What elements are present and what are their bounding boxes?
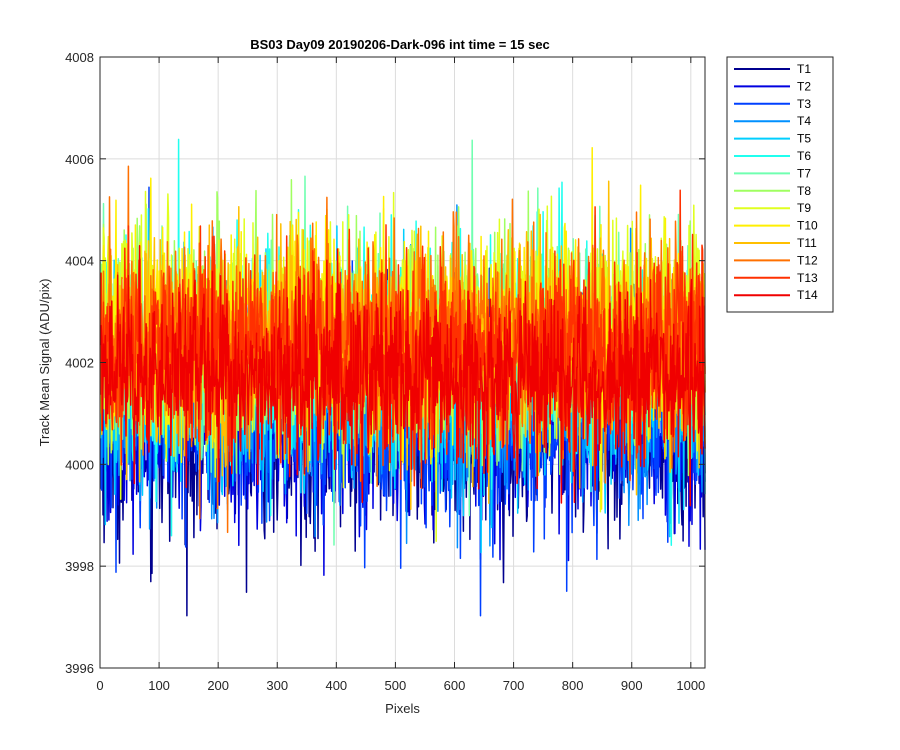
legend-label-t6: T6 bbox=[797, 149, 811, 163]
legend-label-t12: T12 bbox=[797, 253, 818, 267]
y-tick-label: 3998 bbox=[65, 559, 94, 574]
series-line-t14 bbox=[99, 244, 706, 507]
plot-area: 0 100 200 300 400 500 600 700 800 900 1000 3996 3998… bbox=[65, 50, 706, 693]
x-tick-label: 700 bbox=[503, 678, 525, 693]
legend-label-t13: T13 bbox=[797, 271, 818, 285]
x-tick-label: 900 bbox=[621, 678, 643, 693]
y-tick-label: 3996 bbox=[65, 661, 94, 676]
legend-label-t14: T14 bbox=[797, 288, 818, 302]
x-tick-label: 400 bbox=[325, 678, 347, 693]
axis-ticks: 0 100 200 300 400 500 600 700 800 900 1000 3996 3998… bbox=[65, 50, 705, 693]
x-tick-label: 200 bbox=[207, 678, 229, 693]
legend-label-t2: T2 bbox=[797, 79, 811, 93]
chart-title: BS03 Day09 20190206-Dark-096 int time = … bbox=[250, 37, 550, 52]
x-tick-label: 1000 bbox=[676, 678, 705, 693]
legend-label-t1: T1 bbox=[797, 62, 811, 76]
x-tick-label: 0 bbox=[96, 678, 103, 693]
legend-label-t5: T5 bbox=[797, 132, 811, 146]
legend-label-t4: T4 bbox=[797, 114, 811, 128]
legend-label-t3: T3 bbox=[797, 97, 811, 111]
legend-label-t7: T7 bbox=[797, 166, 811, 180]
x-tick-label: 300 bbox=[266, 678, 288, 693]
x-tick-label: 800 bbox=[562, 678, 584, 693]
legend-box bbox=[726, 56, 834, 313]
x-axis-label: Pixels bbox=[385, 701, 420, 716]
legend-label-t10: T10 bbox=[797, 219, 818, 233]
x-tick-label: 100 bbox=[148, 678, 170, 693]
y-tick-label: 4004 bbox=[65, 254, 94, 269]
x-tick-label: 600 bbox=[444, 678, 466, 693]
y-tick-label: 4000 bbox=[65, 457, 94, 472]
y-axis-label: Track Mean Signal (ADU/pix) bbox=[37, 279, 52, 447]
legend: T1 T2 T3 T4 T5 T6 T7 T8 T9 T10 T11 T12 T13 T14 bbox=[726, 56, 834, 313]
x-tick-label: 500 bbox=[385, 678, 407, 693]
y-tick-label: 4008 bbox=[65, 50, 94, 65]
legend-label-t8: T8 bbox=[797, 184, 811, 198]
legend-label-t11: T11 bbox=[797, 236, 817, 250]
y-tick-label: 4002 bbox=[65, 356, 94, 371]
y-tick-label: 4006 bbox=[65, 152, 94, 167]
legend-label-t9: T9 bbox=[797, 201, 811, 215]
series-lines bbox=[99, 138, 706, 617]
